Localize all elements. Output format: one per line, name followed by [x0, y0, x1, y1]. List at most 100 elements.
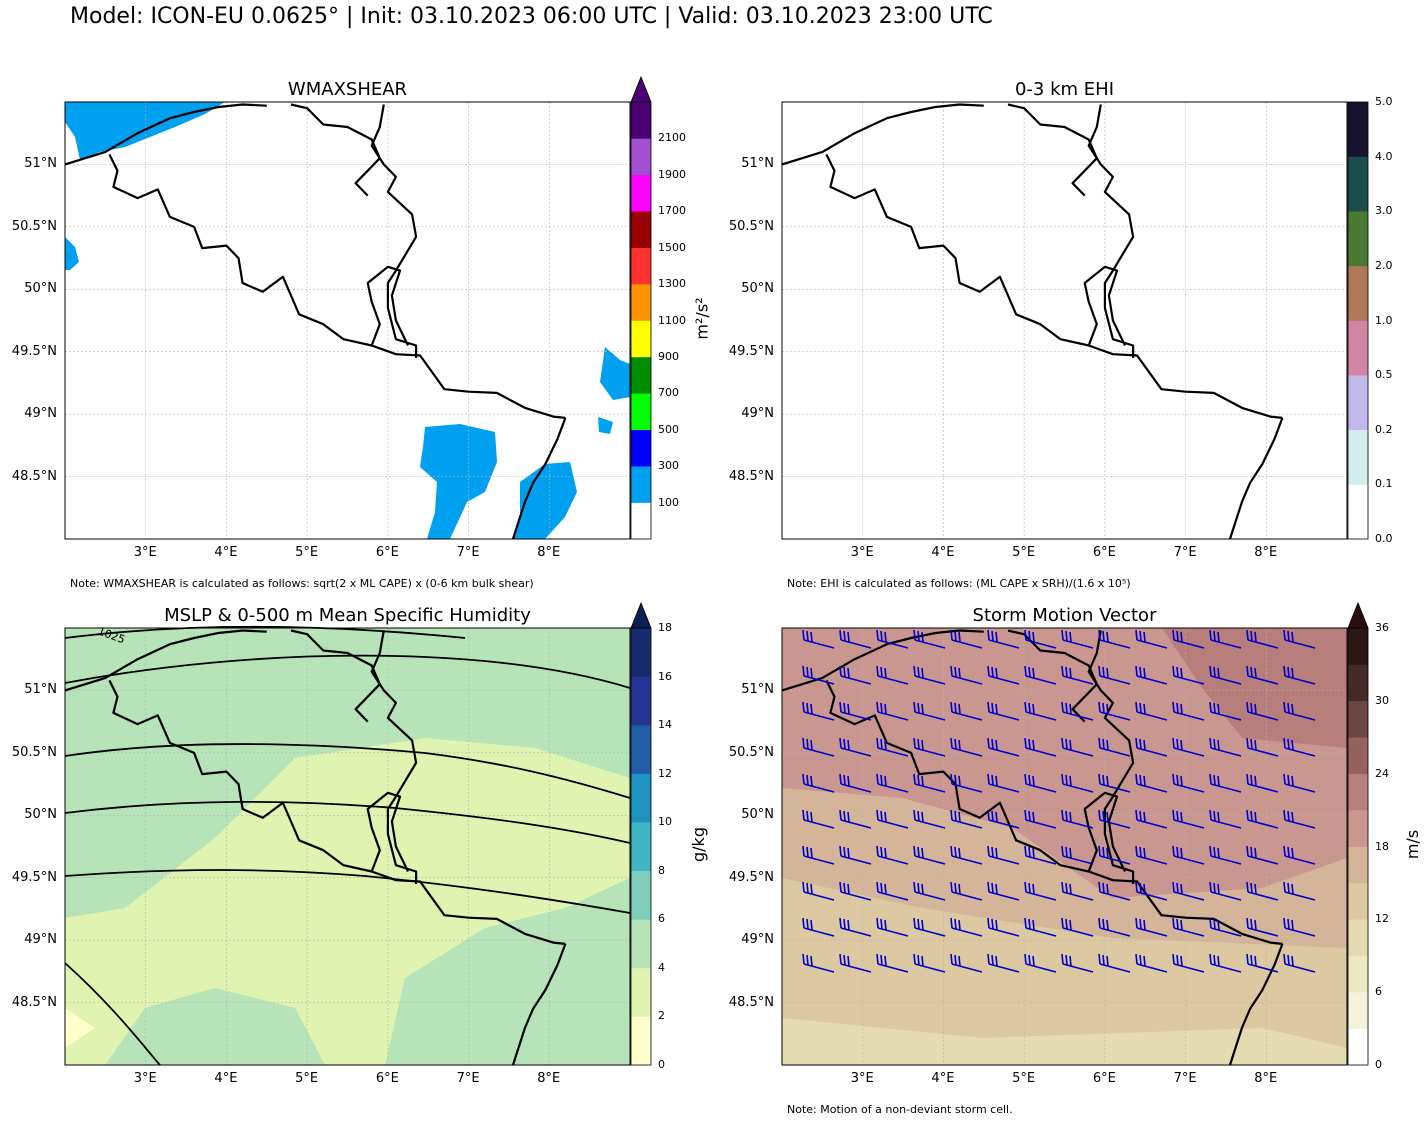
- map-frame: [64, 627, 631, 1066]
- colorbar-tick-label: 2.0: [1375, 258, 1393, 272]
- country-border: [64, 103, 267, 166]
- wind-barb: [950, 845, 983, 865]
- x-tick-label: 7°E: [1173, 545, 1197, 560]
- wind-barb: [1098, 701, 1131, 721]
- colorbar-extend: [1347, 601, 1369, 629]
- colorbar-tick-label: 1500: [658, 240, 686, 254]
- y-tick-label: 48.5°N: [728, 994, 774, 1010]
- wind-barb: [1024, 773, 1057, 793]
- colorbar-frame: [1347, 101, 1369, 540]
- country-border: [781, 629, 984, 692]
- wind-barb: [1061, 773, 1094, 793]
- country-border: [511, 943, 567, 1066]
- y-tick-label: 50.5°N: [728, 744, 774, 760]
- colorbar-tick-label: 36: [1375, 621, 1389, 634]
- colorbar-bin: [1348, 429, 1368, 485]
- wind-barb: [1024, 737, 1057, 757]
- map-background: [65, 102, 630, 539]
- wind-barb: [1246, 917, 1279, 937]
- colorbar-bin: [1348, 773, 1368, 811]
- shear-area: [420, 424, 497, 539]
- wind-barb: [1098, 809, 1131, 829]
- wind-barb: [1172, 953, 1205, 973]
- colorbar-unit: m/s: [1403, 829, 1423, 859]
- wind-barb: [1135, 701, 1168, 721]
- x-tick-label: 7°E: [456, 1071, 480, 1086]
- wind-barb: [1172, 701, 1205, 721]
- wind-barb: [1209, 917, 1242, 937]
- y-tick-label: 50.5°N: [11, 744, 57, 760]
- wind-barb: [950, 629, 983, 649]
- colorbar-bin: [1348, 737, 1368, 774]
- y-tick-label: 51°N: [741, 156, 774, 172]
- country-border: [64, 629, 267, 692]
- wind-barb: [1135, 737, 1168, 757]
- colorbar-bin: [1348, 955, 1368, 993]
- x-tick-label: 6°E: [375, 1071, 399, 1086]
- colorbar-tick-label: 1300: [658, 277, 686, 291]
- x-tick-label: 3°E: [850, 1071, 874, 1086]
- colorbar-bin: [631, 870, 651, 920]
- wind-barb: [839, 809, 872, 829]
- country-border: [366, 265, 409, 346]
- country-border: [1083, 791, 1126, 872]
- wind-barb: [1135, 881, 1168, 901]
- colorbar-tick-label: 900: [658, 349, 679, 363]
- colorbar-bin: [631, 628, 651, 677]
- wind-barb: [950, 701, 983, 721]
- x-tick-label: 5°E: [295, 545, 319, 560]
- wind-barb: [876, 809, 909, 829]
- wind-barb: [1098, 953, 1131, 973]
- wind-barb: [1283, 665, 1316, 685]
- wind-barb: [1024, 629, 1057, 649]
- wind-barb: [1246, 809, 1279, 829]
- country-border: [1007, 629, 1098, 723]
- wind-barb: [1061, 881, 1094, 901]
- colorbar-bin: [631, 773, 651, 823]
- wind-barb: [839, 737, 872, 757]
- wind-barb: [987, 809, 1020, 829]
- wind-barb: [950, 773, 983, 793]
- y-tick-label: 50°N: [741, 281, 774, 297]
- y-tick-label: 48.5°N: [11, 994, 57, 1010]
- y-tick-label: 49.5°N: [11, 869, 57, 885]
- colorbar-bin: [1348, 628, 1368, 665]
- speed-field: [1162, 628, 1347, 748]
- colorbar-bin: [1348, 992, 1368, 1029]
- wind-barb: [950, 737, 983, 757]
- wind-barb: [913, 845, 946, 865]
- shear-area: [65, 237, 79, 270]
- wind-barb: [1061, 665, 1094, 685]
- wind-barb: [1061, 845, 1094, 865]
- x-tick-label: 6°E: [1092, 1071, 1116, 1086]
- y-tick-label: 49°N: [741, 406, 774, 422]
- colorbar-tick-label: 3.0: [1375, 204, 1393, 218]
- map-panel: 1025: [64, 625, 631, 1066]
- colorbar-tick-label: 1.0: [1375, 313, 1393, 327]
- wind-barb: [950, 881, 983, 901]
- wind-barb: [876, 701, 909, 721]
- wind-barb: [987, 953, 1020, 973]
- wind-barb: [913, 917, 946, 937]
- country-border: [511, 417, 567, 540]
- colorbar-tick-label: 0: [658, 1058, 665, 1071]
- y-tick-label: 50°N: [24, 281, 57, 297]
- colorbar-tick-label: 16: [658, 669, 672, 683]
- country-border: [825, 679, 1283, 945]
- x-tick-label: 4°E: [214, 545, 238, 560]
- wind-barb: [1024, 845, 1057, 865]
- colorbar-tick-label: 0.1: [1375, 477, 1393, 491]
- x-tick-label: 8°E: [1254, 1071, 1278, 1086]
- colorbar: [1347, 601, 1369, 1066]
- wind-barb: [1061, 629, 1094, 649]
- country-border: [1083, 265, 1126, 346]
- country-border: [290, 629, 381, 723]
- colorbar-bin: [631, 429, 651, 467]
- x-tick-label: 5°E: [295, 1071, 319, 1086]
- colorbar-tick-label: 1900: [658, 167, 686, 181]
- wind-barb: [1283, 773, 1316, 793]
- colorbar-bin: [1348, 664, 1368, 702]
- humidity-field: [385, 878, 630, 1065]
- colorbar-tick-label: 0.2: [1375, 422, 1393, 436]
- shear-area: [600, 347, 630, 400]
